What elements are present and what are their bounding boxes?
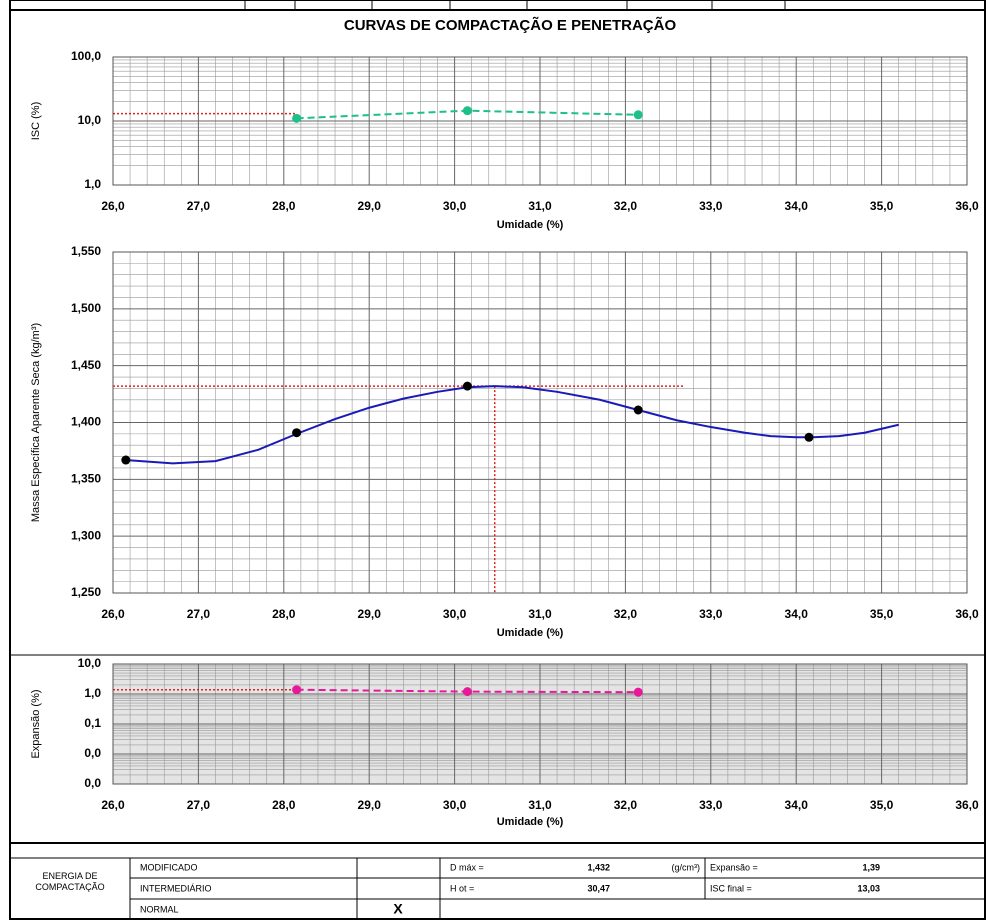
x-tick-label: 35,0 (870, 798, 894, 812)
y-tick-label: 1,300 (71, 528, 101, 542)
y-tick-label: 1,550 (71, 244, 101, 258)
x-tick-label: 32,0 (614, 199, 638, 213)
data-point (804, 432, 814, 442)
value: 30,47 (587, 883, 610, 893)
unit: (g/cm³) (672, 862, 701, 872)
data-point (462, 381, 472, 391)
x-tick-label: 33,0 (699, 607, 723, 621)
x-tick-label: 26,0 (101, 607, 125, 621)
data-point (633, 405, 643, 415)
plot-border (112, 251, 968, 594)
y-tick-label: 1,450 (71, 358, 101, 372)
x-tick-label: 35,0 (870, 199, 894, 213)
x-tick-label: 31,0 (528, 607, 552, 621)
x-axis-label: Umidade (%) (497, 219, 564, 231)
energy: INTERMEDIÁRIO (140, 883, 212, 893)
plot-border (112, 56, 968, 186)
data-point (462, 687, 472, 697)
x-tick-label: 34,0 (785, 199, 809, 213)
y-tick-label: 1,500 (71, 301, 101, 315)
x-tick-label: 36,0 (955, 607, 979, 621)
x-axis-label: Umidade (%) (497, 627, 564, 639)
y-axis-label: Massa Específica Aparente Seca (kg/m³) (30, 323, 42, 522)
x-tick-label: 32,0 (614, 798, 638, 812)
x-tick-label: 29,0 (358, 798, 382, 812)
y-tick-label: 0,0 (84, 746, 101, 760)
x-tick-label: 32,0 (614, 607, 638, 621)
label: D máx = (450, 862, 484, 872)
x-tick-label: 33,0 (699, 199, 723, 213)
x-tick-label: 31,0 (528, 798, 552, 812)
plot-border (112, 663, 968, 785)
y-tick-label: 0,1 (84, 716, 101, 730)
x-axis-label: Umidade (%) (497, 816, 564, 828)
x-tick-label: 26,0 (101, 798, 125, 812)
x-tick-label: 35,0 (870, 607, 894, 621)
summary-table: ENERGIA DE COMPACTAÇÃO MODIFICADO INTERME… (9, 857, 986, 920)
label: Expansão = (710, 862, 758, 872)
x-tick-label: 28,0 (272, 199, 296, 213)
top-cells (244, 0, 786, 10)
data-point (633, 110, 643, 120)
data-point (462, 106, 472, 116)
y-axis-label: ISC (%) (30, 102, 42, 141)
x-tick-label: 36,0 (955, 798, 979, 812)
y-tick-label: 0,0 (84, 776, 101, 790)
data-point (292, 685, 302, 695)
data-point (292, 428, 302, 438)
y-tick-label: 100,0 (71, 49, 101, 63)
y-tick-label: 1,400 (71, 415, 101, 429)
x-tick-label: 29,0 (358, 199, 382, 213)
selected-mark: X (393, 901, 403, 917)
energy: NORMAL (140, 904, 179, 914)
x-tick-label: 30,0 (443, 798, 467, 812)
label: ISC final = (710, 883, 752, 893)
label: H ot = (450, 883, 474, 893)
y-tick-label: 1,250 (71, 585, 101, 599)
x-tick-label: 28,0 (272, 798, 296, 812)
x-tick-label: 34,0 (785, 798, 809, 812)
x-tick-label: 30,0 (443, 199, 467, 213)
data-point (292, 113, 302, 123)
y-tick-label: 1,350 (71, 472, 101, 486)
page-title: CURVAS DE COMPACTAÇÃO E PENETRAÇÃO (344, 16, 677, 34)
x-tick-label: 31,0 (528, 199, 552, 213)
y-tick-label: 10,0 (78, 113, 102, 127)
x-tick-label: 26,0 (101, 199, 125, 213)
x-tick-label: 29,0 (358, 607, 382, 621)
x-tick-label: 36,0 (955, 199, 979, 213)
group-label: ENERGIA DE COMPACTAÇÃO (35, 871, 104, 892)
data-point (633, 687, 643, 697)
value: 1,432 (587, 862, 610, 872)
series-line (125, 385, 899, 465)
y-tick-label: 1,0 (84, 686, 101, 700)
energy: MODIFICADO (140, 862, 198, 872)
x-tick-label: 33,0 (699, 798, 723, 812)
x-tick-label: 27,0 (187, 798, 211, 812)
x-tick-label: 34,0 (785, 607, 809, 621)
value: 13,03 (857, 883, 880, 893)
x-tick-label: 28,0 (272, 607, 296, 621)
charts: 26,0 27,0 28,0 29,0 30,0 31,0 32,0 33,0 34,0 35,0… (30, 49, 979, 828)
y-tick-label: 10,0 (78, 656, 102, 670)
x-tick-label: 27,0 (187, 199, 211, 213)
x-tick-label: 27,0 (187, 607, 211, 621)
value: 1,39 (862, 862, 880, 872)
y-axis-label: Expansão (%) (30, 689, 42, 758)
y-tick-label: 1,0 (84, 177, 101, 191)
data-point (121, 455, 131, 465)
x-tick-label: 30,0 (443, 607, 467, 621)
